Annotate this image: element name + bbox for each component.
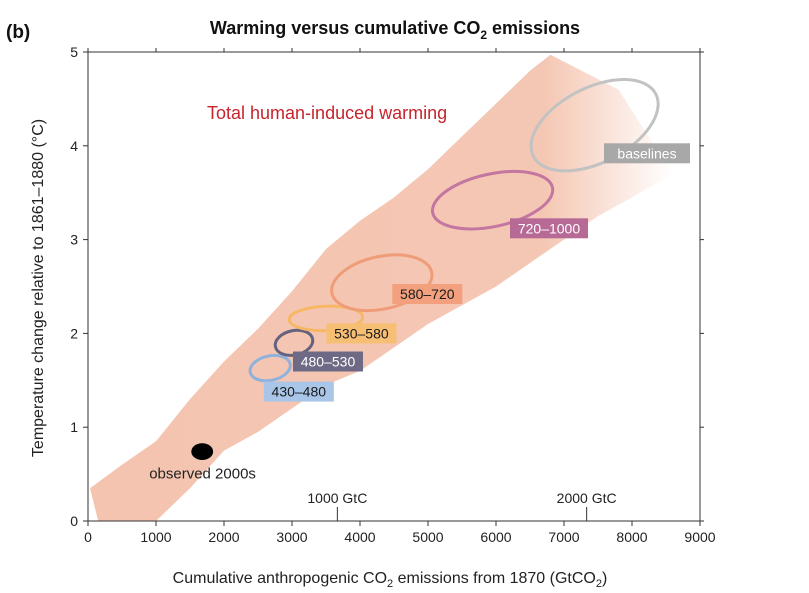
scenario-label-text-2: 530–580 [334, 325, 389, 341]
xlabel-subscript-2: 2 [596, 578, 602, 590]
scenario-label-text-0: 430–480 [272, 384, 327, 400]
y-tick-label-0: 0 [70, 513, 78, 529]
observed-point [191, 443, 214, 460]
title-subscript: 2 [480, 28, 487, 42]
scenario-label-text-3: 580–720 [400, 286, 455, 302]
scenario-ellipse-3 [330, 253, 434, 313]
tick-layer: 0 1000 2000 3000 4000 5000 6000 7000 8000 9000 0 1 2… [70, 44, 716, 545]
x-tick-label-3000: 3000 [276, 529, 307, 545]
x-tick-label-0: 0 [84, 529, 92, 545]
x-tick-label-2000: 2000 [208, 529, 239, 545]
x-tick-label-9000: 9000 [684, 529, 715, 545]
label-layer: 430–480 480–530 530–580 580–720 720–1000 base… [149, 143, 690, 483]
title-main: Warming versus cumulative CO [210, 18, 480, 38]
scenario-label-box-5 [604, 143, 690, 164]
scenario-ellipse-4 [430, 169, 555, 231]
x-axis-label: Cumulative anthropogenic CO2 emissions f… [173, 570, 608, 590]
x-tick-label-7000: 7000 [548, 529, 579, 545]
scenario-label-box-2 [326, 323, 397, 344]
scenario-label-text-5: baselines [617, 145, 676, 161]
x-tick-label-4000: 4000 [344, 529, 375, 545]
xlabel-end: ) [602, 570, 607, 587]
scenario-label-5: baselines [604, 143, 690, 164]
scenario-label-text-1: 480–530 [301, 354, 356, 370]
title-end: emissions [487, 18, 580, 38]
x-tick-label-6000: 6000 [480, 529, 511, 545]
y-axis-label: Temperature change relative to 1861–1880… [30, 119, 47, 457]
panel-label: (b) [6, 22, 30, 43]
band-layer: Total human-induced warming [90, 54, 673, 522]
gtc-label-1: 2000 GtC [557, 490, 617, 506]
y-tick-label-4: 4 [70, 138, 78, 154]
chart-title: Warming versus cumulative CO2 emissions [210, 18, 580, 42]
x-tick-label-5000: 5000 [412, 529, 443, 545]
scenario-label-3: 580–720 [392, 284, 463, 304]
plot-frame [87, 51, 701, 522]
scenario-label-text-4: 720–1000 [518, 220, 581, 236]
scenario-label-2: 530–580 [326, 323, 397, 344]
scenario-label-0: 430–480 [263, 381, 334, 402]
scenario-label-1: 480–530 [293, 351, 363, 372]
scenario-label-4: 720–1000 [510, 218, 588, 239]
xlabel-subscript: 2 [387, 578, 393, 590]
scenario-ellipse-0 [248, 353, 292, 383]
y-tick-label-2: 2 [70, 325, 78, 341]
y-tick-label-5: 5 [70, 44, 78, 60]
y-tick-label-1: 1 [70, 419, 78, 435]
xlabel-main: Cumulative anthropogenic CO [173, 570, 387, 587]
observed-label: observed 2000s [149, 466, 256, 483]
frame-layer [87, 51, 701, 522]
warming-band [90, 54, 673, 522]
xlabel-mid: emissions from 1870 (GtCO [393, 570, 596, 587]
y-tick-label-3: 3 [70, 232, 78, 248]
scenario-label-box-1 [293, 351, 363, 372]
scenario-label-box-0 [263, 381, 334, 402]
x-tick-label-1000: 1000 [140, 529, 171, 545]
scenario-label-box-4 [510, 218, 588, 239]
x-tick-label-8000: 8000 [616, 529, 647, 545]
gtc-label-0: 1000 GtC [307, 490, 367, 506]
scenario-label-box-3 [392, 284, 463, 304]
band-label: Total human-induced warming [207, 103, 447, 123]
